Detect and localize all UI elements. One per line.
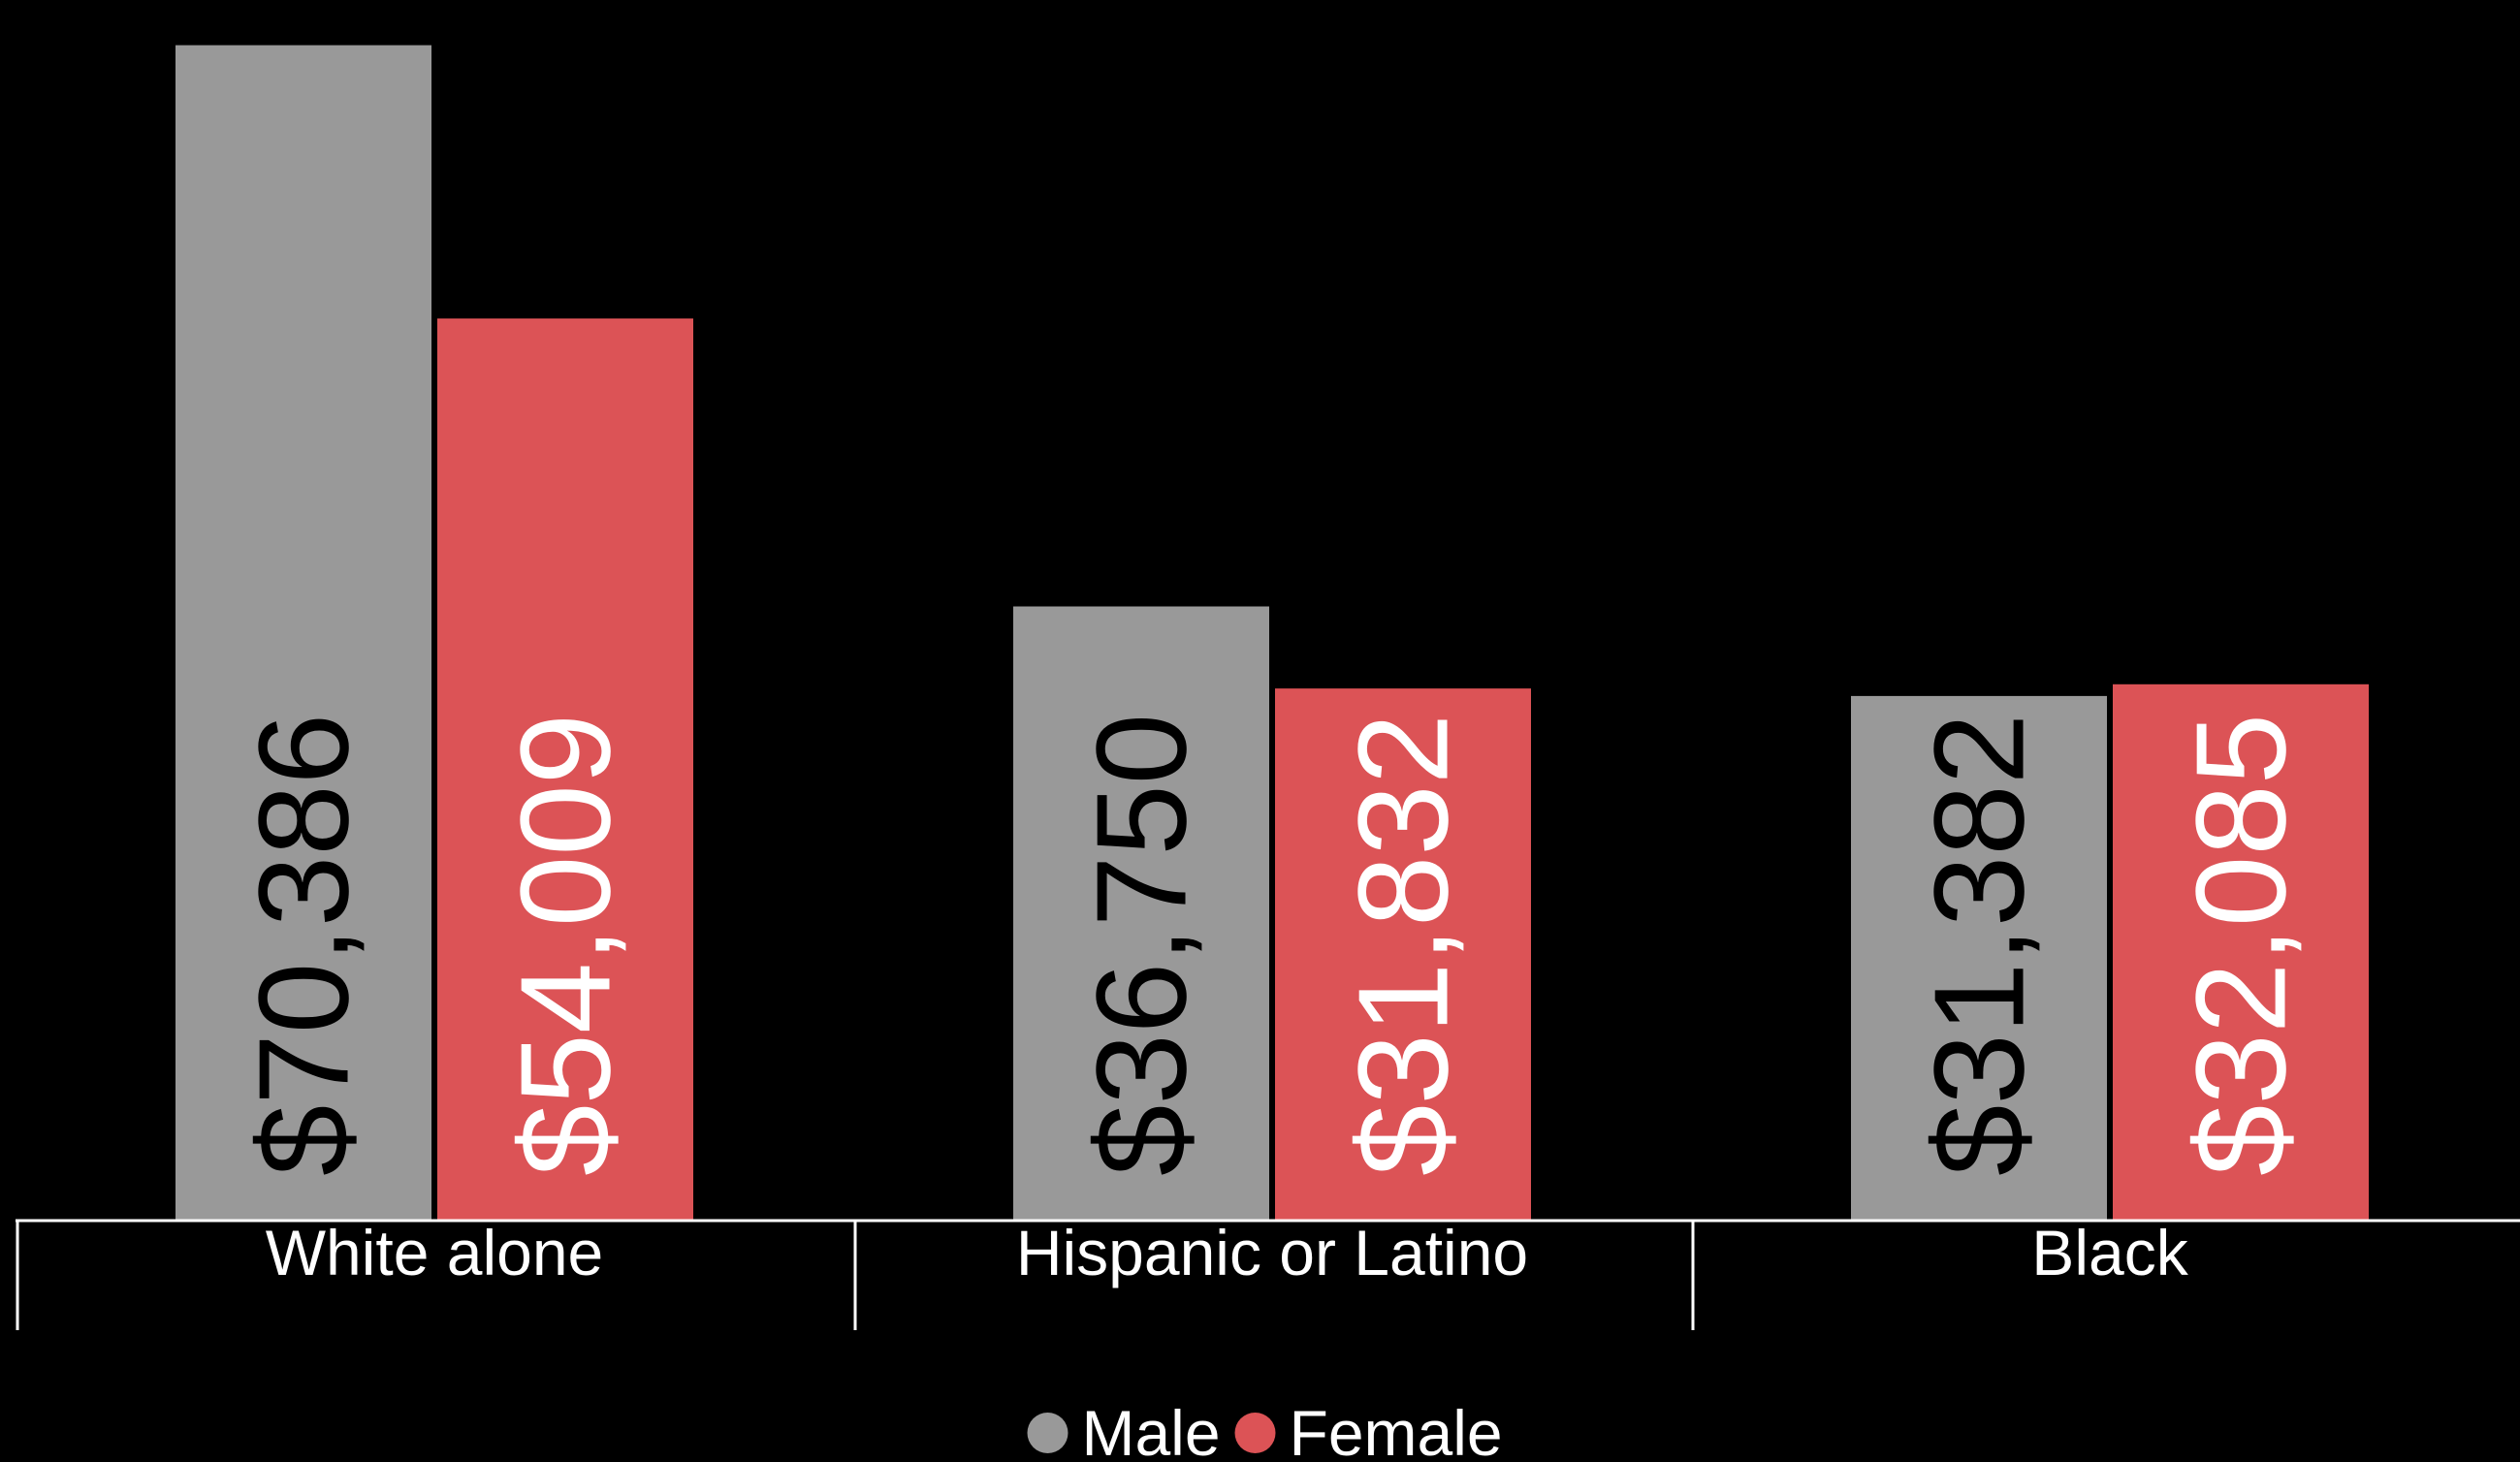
- data-label-male-hispanic-or-latino: $36,750: [1070, 714, 1213, 1176]
- bar-labels-group: $70,386 $54,009 $36,750 $31,832 $31,382 $32,0…: [233, 714, 2313, 1176]
- data-label-male-black: $31,382: [1908, 714, 2051, 1176]
- x-axis: White alone Hispanic or Latino Black: [16, 1217, 2520, 1330]
- data-label-male-white-alone: $70,386: [233, 714, 375, 1176]
- legend-swatch-male: [1027, 1413, 1069, 1453]
- data-label-female-hispanic-or-latino: $31,832: [1332, 714, 1475, 1176]
- legend-swatch-female: [1234, 1413, 1276, 1453]
- legend-label-female: Female: [1290, 1397, 1503, 1462]
- bar-male-hispanic-or-latino: [1013, 606, 1269, 1220]
- category-label-black: Black: [2031, 1217, 2188, 1288]
- legend: Male Female: [1027, 1397, 1503, 1462]
- legend-label-male: Male: [1082, 1397, 1221, 1462]
- bars-group: [175, 45, 2369, 1220]
- data-label-female-white-alone: $54,009: [494, 714, 637, 1176]
- category-label-hispanic-or-latino: Hispanic or Latino: [1016, 1217, 1528, 1288]
- bar-female-white-alone: [437, 318, 693, 1220]
- category-label-white-alone: White alone: [266, 1217, 604, 1288]
- bar-female-black: [2113, 683, 2369, 1220]
- bar-male-black: [1851, 695, 2107, 1220]
- data-label-female-black: $32,085: [2170, 714, 2313, 1176]
- bar-female-hispanic-or-latino: [1275, 688, 1531, 1220]
- bar-male-white-alone: [175, 45, 431, 1220]
